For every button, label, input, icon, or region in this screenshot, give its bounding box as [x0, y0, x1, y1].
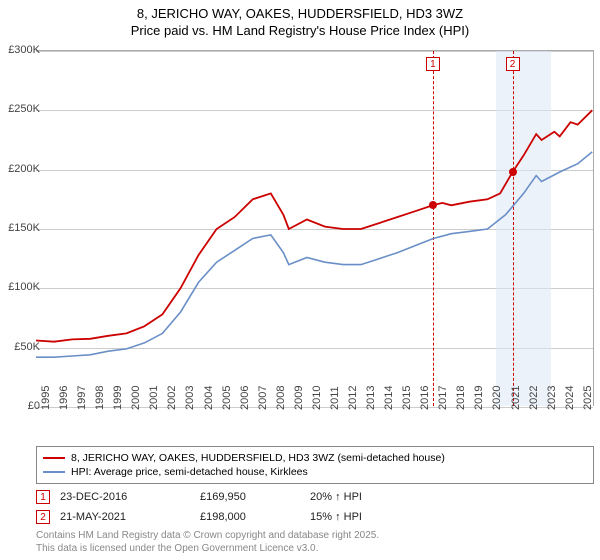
sale-price: £198,000	[200, 511, 300, 523]
x-tick-label: 2018	[455, 386, 467, 410]
chart-container: 8, JERICHO WAY, OAKES, HUDDERSFIELD, HD3…	[0, 0, 600, 560]
legend-swatch	[43, 457, 65, 459]
bottom-block: 8, JERICHO WAY, OAKES, HUDDERSFIELD, HD3…	[36, 446, 594, 555]
x-tick-label: 2008	[275, 386, 287, 410]
x-tick-label: 2011	[329, 386, 341, 410]
x-tick-label: 2021	[510, 386, 522, 410]
x-tick-label: 1996	[58, 386, 70, 410]
x-tick-label: 2004	[203, 386, 215, 410]
x-tick-label: 1995	[40, 386, 52, 410]
x-tick-label: 2002	[166, 386, 178, 410]
chart-area: 12	[36, 50, 594, 406]
x-tick-label: 2015	[401, 386, 413, 410]
sale-price: £169,950	[200, 491, 300, 503]
x-tick-label: 2005	[221, 386, 233, 410]
title-block: 8, JERICHO WAY, OAKES, HUDDERSFIELD, HD3…	[0, 0, 600, 38]
x-tick-label: 2019	[473, 386, 485, 410]
x-tick-label: 2024	[564, 386, 576, 410]
y-tick-label: £100K	[8, 281, 40, 293]
sale-date: 21-MAY-2021	[60, 511, 190, 523]
footer: Contains HM Land Registry data © Crown c…	[36, 530, 594, 555]
plot-surface: 12	[36, 51, 593, 406]
legend-row: HPI: Average price, semi-detached house,…	[43, 465, 587, 479]
title-subtitle: Price paid vs. HM Land Registry's House …	[0, 23, 600, 38]
y-tick-label: £0	[28, 400, 40, 412]
x-tick-label: 2003	[184, 386, 196, 410]
x-tick-label: 2001	[148, 386, 160, 410]
legend: 8, JERICHO WAY, OAKES, HUDDERSFIELD, HD3…	[36, 446, 594, 484]
x-tick-label: 2010	[311, 386, 323, 410]
legend-label: 8, JERICHO WAY, OAKES, HUDDERSFIELD, HD3…	[71, 452, 445, 464]
sale-pct: 15% ↑ HPI	[310, 511, 430, 523]
sale-date: 23-DEC-2016	[60, 491, 190, 503]
title-address: 8, JERICHO WAY, OAKES, HUDDERSFIELD, HD3…	[0, 6, 600, 21]
y-tick-label: £200K	[8, 163, 40, 175]
sale-row: 1 23-DEC-2016 £169,950 20% ↑ HPI	[36, 490, 594, 504]
sale-pct: 20% ↑ HPI	[310, 491, 430, 503]
series-svg	[36, 51, 594, 407]
x-tick-label: 2013	[365, 386, 377, 410]
sales-table: 1 23-DEC-2016 £169,950 20% ↑ HPI 2 21-MAY-202…	[36, 490, 594, 524]
x-tick-label: 2000	[130, 386, 142, 410]
y-tick-label: £50K	[14, 341, 40, 353]
series-hpi	[36, 152, 592, 357]
x-tick-label: 2014	[383, 386, 395, 410]
sale-row: 2 21-MAY-2021 £198,000 15% ↑ HPI	[36, 510, 594, 524]
x-tick-label: 2009	[293, 386, 305, 410]
x-tick-label: 2016	[419, 386, 431, 410]
footer-line2: This data is licensed under the Open Gov…	[36, 543, 594, 556]
footer-line1: Contains HM Land Registry data © Crown c…	[36, 530, 594, 543]
series-price_paid	[36, 110, 592, 341]
sale-row-marker: 1	[36, 490, 50, 504]
x-tick-label: 2007	[257, 386, 269, 410]
x-tick-label: 2022	[528, 386, 540, 410]
y-tick-label: £150K	[8, 222, 40, 234]
x-tick-label: 1997	[76, 386, 88, 410]
legend-swatch	[43, 471, 65, 473]
x-tick-label: 2025	[582, 386, 594, 410]
x-tick-label: 2020	[491, 386, 503, 410]
legend-row: 8, JERICHO WAY, OAKES, HUDDERSFIELD, HD3…	[43, 451, 587, 465]
sale-row-marker: 2	[36, 510, 50, 524]
x-tick-label: 2017	[437, 386, 449, 410]
x-tick-label: 2006	[239, 386, 251, 410]
x-tick-label: 1998	[94, 386, 106, 410]
y-tick-label: £300K	[8, 44, 40, 56]
x-tick-label: 1999	[112, 386, 124, 410]
x-tick-label: 2012	[347, 386, 359, 410]
y-tick-label: £250K	[8, 103, 40, 115]
legend-label: HPI: Average price, semi-detached house,…	[71, 466, 308, 478]
x-tick-label: 2023	[546, 386, 558, 410]
